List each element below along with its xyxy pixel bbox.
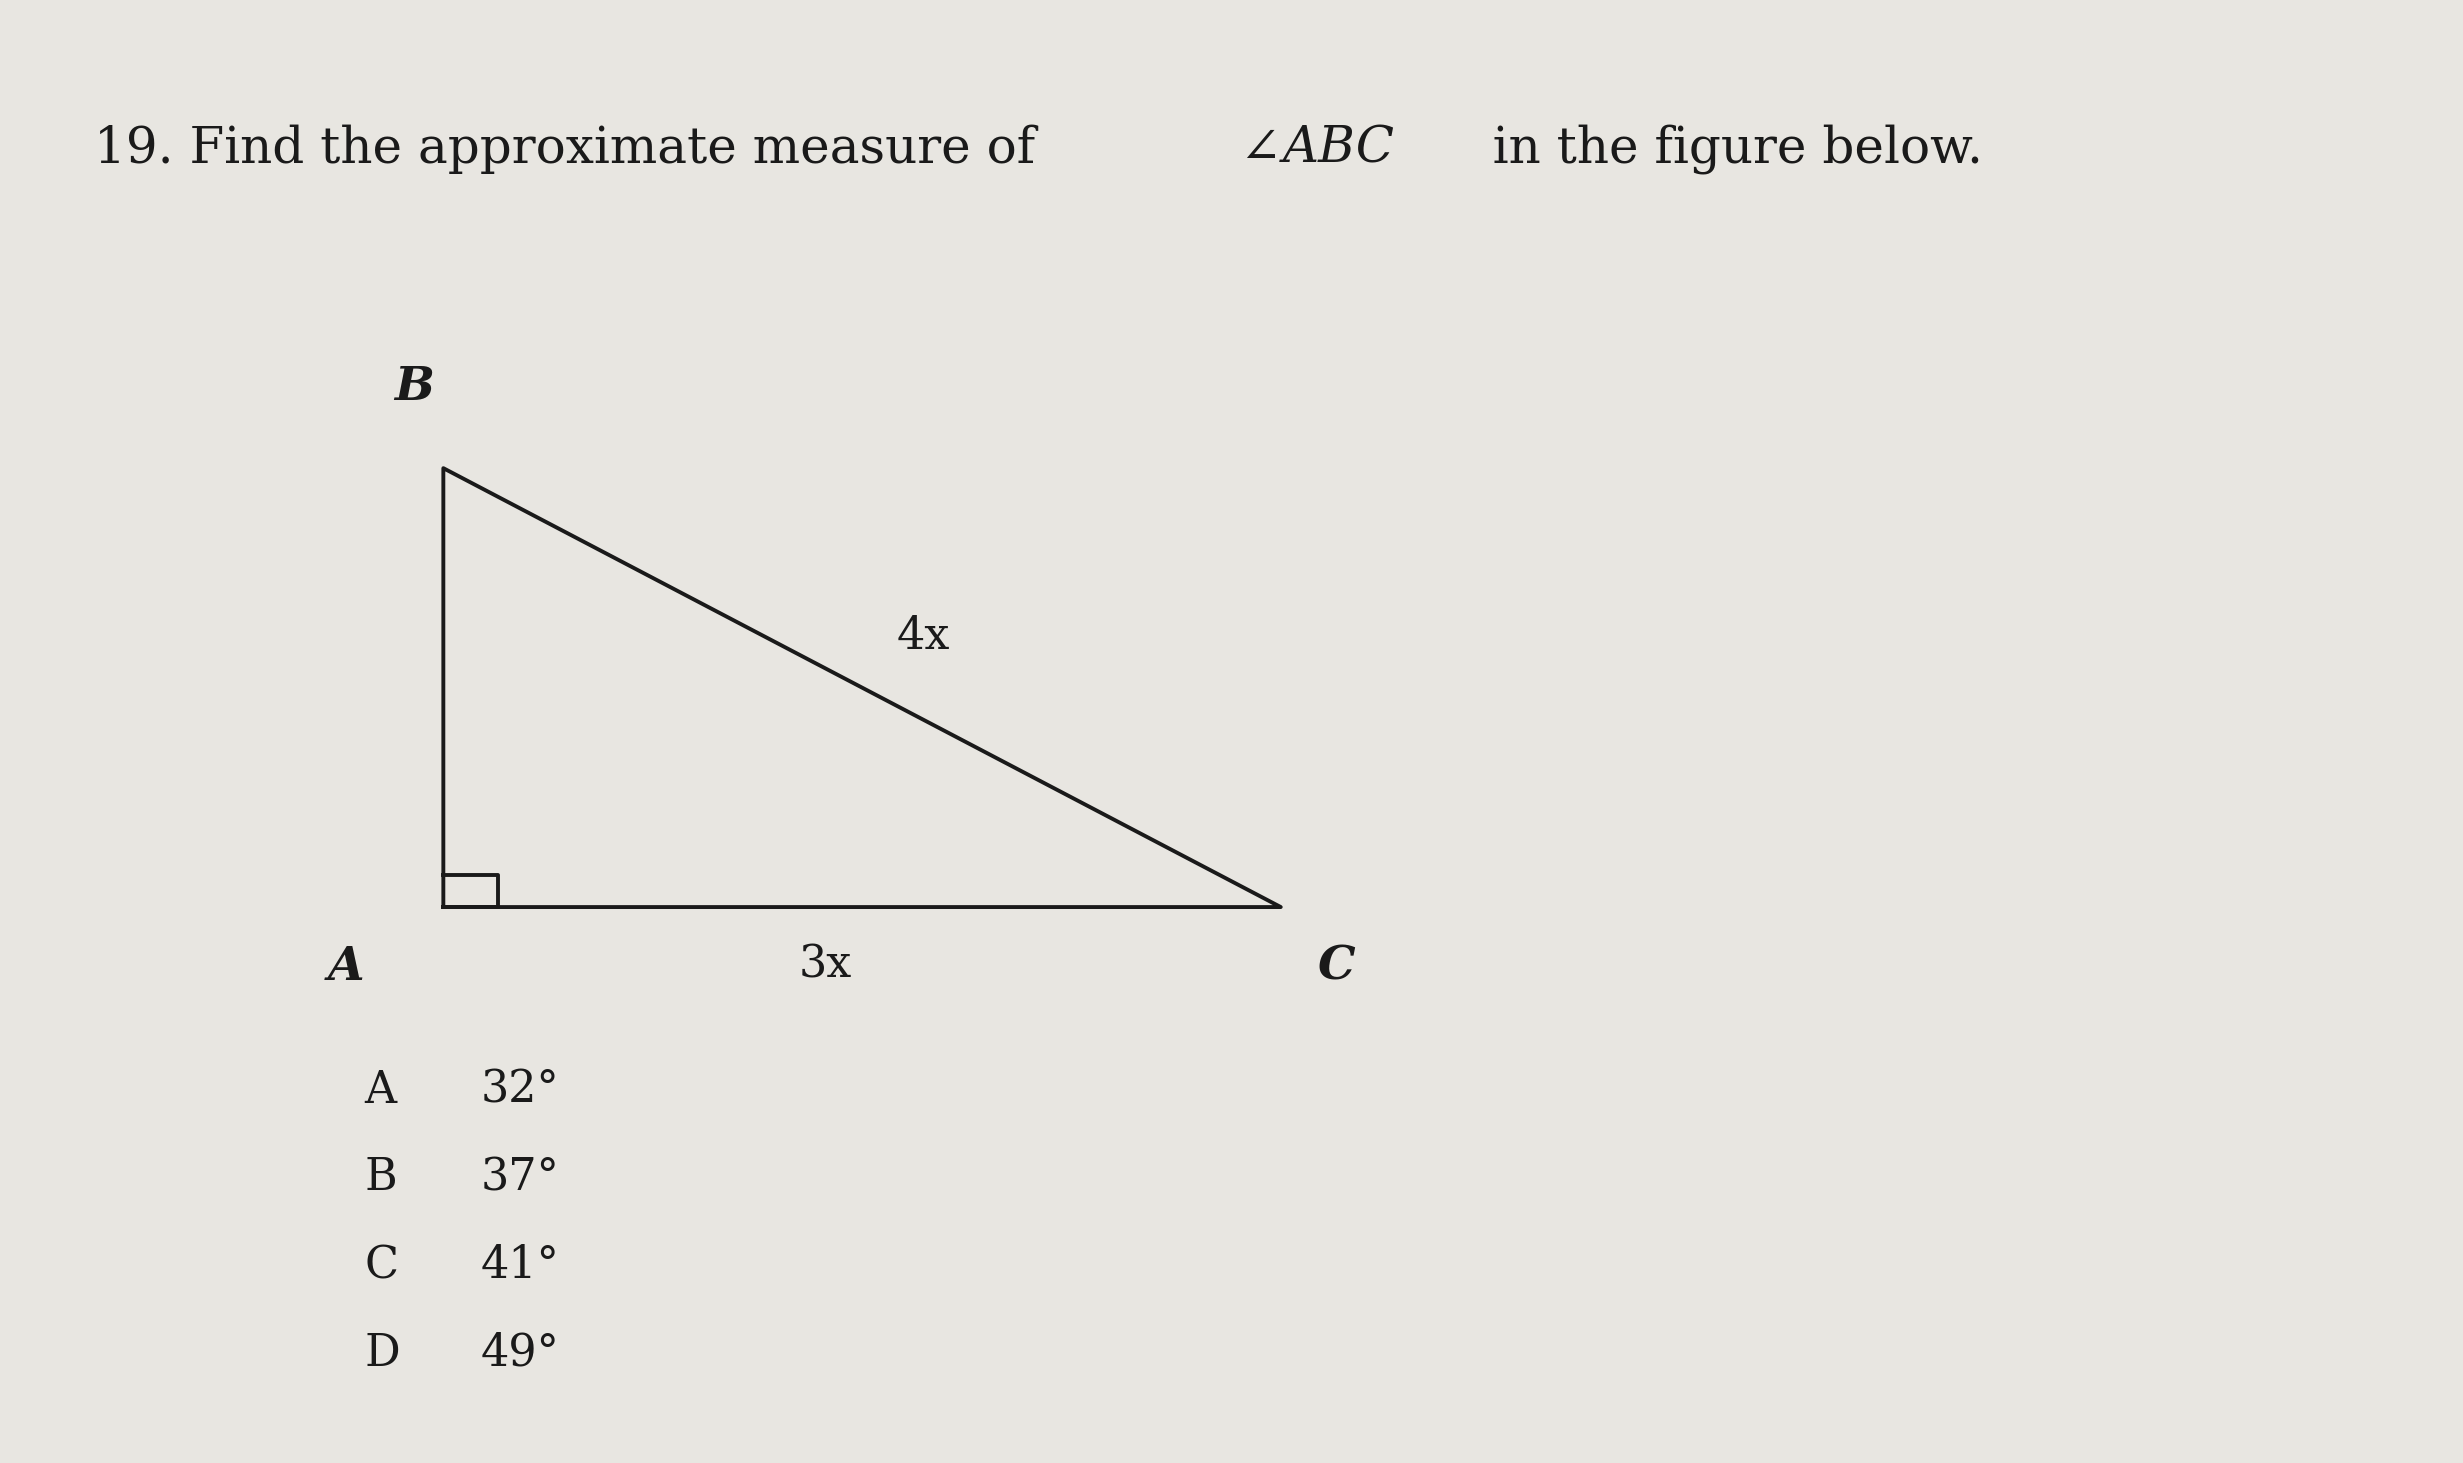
Text: D: D bbox=[365, 1331, 401, 1375]
Text: 4x: 4x bbox=[897, 614, 951, 658]
Text: in the figure below.: in the figure below. bbox=[1461, 124, 1983, 174]
Text: A: A bbox=[328, 944, 365, 989]
Text: 41°: 41° bbox=[480, 1244, 559, 1287]
Text: B: B bbox=[365, 1156, 397, 1200]
Text: C: C bbox=[1318, 944, 1355, 989]
Text: C: C bbox=[365, 1244, 399, 1287]
Text: 32°: 32° bbox=[480, 1068, 559, 1112]
Text: 49°: 49° bbox=[480, 1331, 559, 1375]
Text: ABC: ABC bbox=[1283, 124, 1394, 174]
Text: 3x: 3x bbox=[798, 944, 852, 988]
Text: 19. Find the approximate measure of: 19. Find the approximate measure of bbox=[94, 124, 1052, 174]
Text: ∠: ∠ bbox=[1239, 124, 1281, 174]
Text: B: B bbox=[394, 364, 433, 410]
Text: A: A bbox=[365, 1068, 397, 1112]
Text: 37°: 37° bbox=[480, 1156, 559, 1200]
